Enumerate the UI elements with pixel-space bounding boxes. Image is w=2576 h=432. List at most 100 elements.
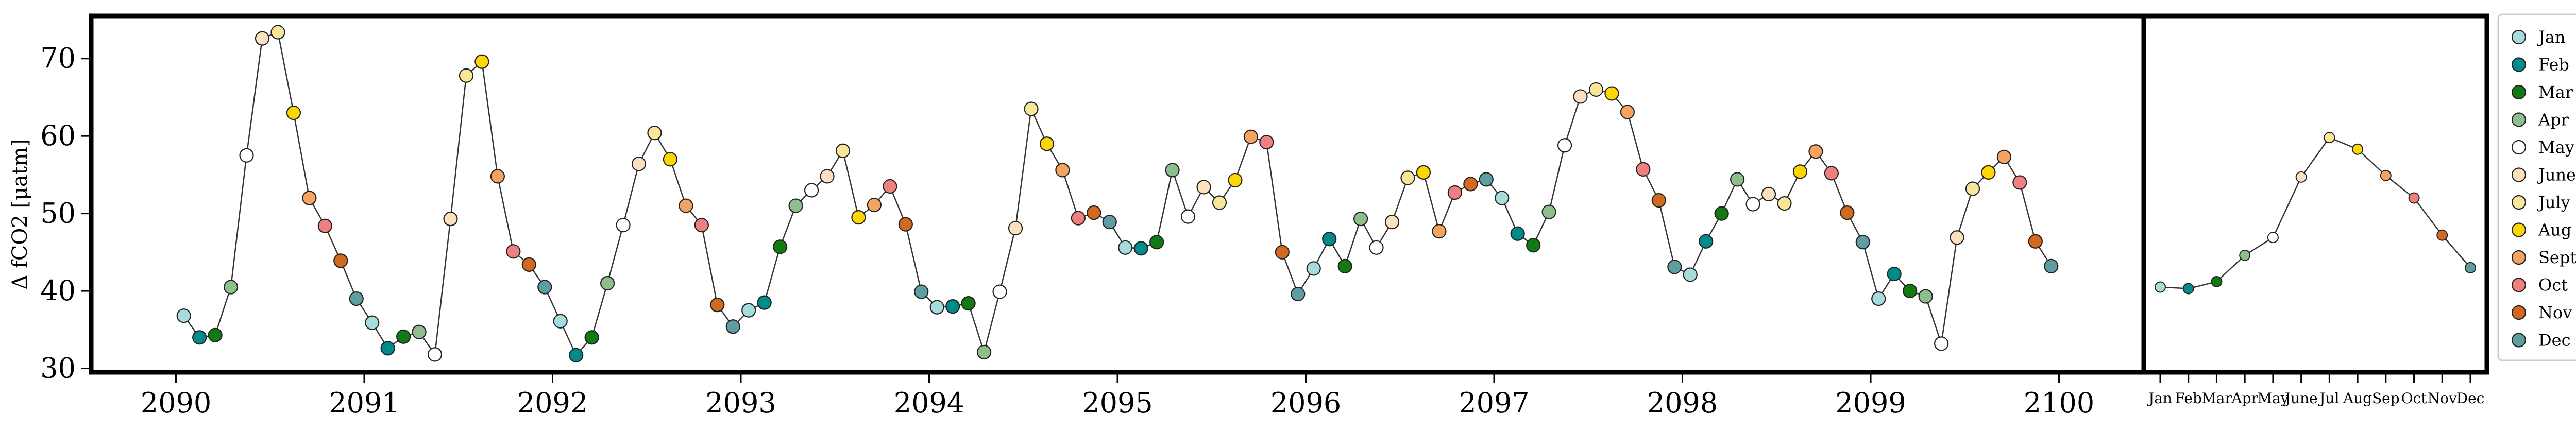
data-point	[1196, 180, 1211, 195]
legend-label-july: July	[2537, 193, 2570, 212]
data-point	[977, 344, 992, 359]
data-point	[883, 179, 897, 194]
y-tick-label-60: 60	[40, 119, 76, 152]
data-point	[1934, 336, 1949, 351]
data-point	[1275, 245, 1290, 260]
legend-marker-sept	[2511, 250, 2527, 265]
data-point	[647, 126, 662, 141]
x-tick-label-2094: 2094	[894, 387, 964, 419]
data-point	[1291, 286, 1306, 302]
data-point	[616, 218, 631, 233]
x-tick-label-2090: 2090	[141, 387, 211, 419]
data-point	[192, 330, 207, 345]
data-point	[1620, 105, 1635, 119]
data-point	[1228, 172, 1243, 188]
data-point	[898, 217, 913, 232]
x-tick-label-2095: 2095	[1082, 387, 1153, 419]
legend-marker-jan	[2511, 29, 2527, 45]
clim-x-tick-label-June: June	[2283, 390, 2318, 407]
legend-box	[2497, 13, 2576, 361]
data-point	[1495, 191, 1510, 205]
data-point	[1651, 193, 1666, 208]
legend-label-mar: Mar	[2538, 82, 2573, 102]
data-point	[1133, 241, 1148, 256]
legend-label-nov: Nov	[2538, 303, 2572, 322]
legend-marker-nov	[2511, 305, 2527, 320]
data-point	[1855, 235, 1870, 250]
data-point	[1369, 240, 1384, 255]
data-point	[412, 324, 427, 339]
data-point	[1965, 181, 1980, 196]
data-point	[757, 295, 772, 310]
legend-label-apr: Apr	[2538, 110, 2569, 130]
data-point	[255, 31, 270, 46]
data-point	[2044, 258, 2059, 274]
data-point	[1573, 89, 1588, 104]
data-point	[1165, 163, 1180, 178]
data-point	[490, 169, 505, 184]
data-point	[1667, 260, 1682, 274]
data-point	[1730, 172, 1745, 187]
data-point	[1699, 234, 1714, 249]
climatology-point	[2182, 283, 2194, 295]
data-point	[945, 299, 960, 314]
data-point	[2012, 175, 2027, 190]
x-tick-label-2097: 2097	[1459, 387, 1529, 419]
data-point	[1039, 136, 1055, 151]
data-point	[1683, 267, 1698, 282]
data-point	[427, 347, 443, 362]
climatology-point	[2380, 169, 2392, 181]
data-point	[710, 298, 725, 313]
climatology-point	[2465, 262, 2476, 273]
main-plot-panel: 2090 2091 2092 2093 2094 2095 2096 2097 2098 2099…	[40, 13, 2151, 419]
climatology-point	[2211, 275, 2223, 287]
data-point	[1322, 232, 1337, 247]
x-tick-label-2099: 2099	[1835, 387, 1906, 419]
legend-label-oct: Oct	[2538, 275, 2568, 295]
data-point	[1950, 230, 1964, 245]
data-point	[1400, 170, 1415, 185]
data-point	[380, 341, 395, 356]
data-point	[679, 198, 693, 213]
climatology-point	[2295, 171, 2307, 183]
data-point	[992, 284, 1007, 299]
data-point	[459, 68, 474, 83]
data-point	[584, 330, 599, 345]
legend-marker-apr	[2511, 112, 2527, 127]
data-point	[773, 239, 788, 254]
clim-x-tick-label-Nov: Nov	[2428, 390, 2457, 407]
legend-label-jan: Jan	[2537, 27, 2566, 47]
climatology-point	[2324, 132, 2335, 144]
y-axis-label: Δ fCO2 [μatm]	[8, 139, 32, 289]
data-point	[1903, 283, 1918, 299]
legend-marker-oct	[2511, 278, 2527, 292]
data-point	[1996, 149, 2012, 164]
clim-x-tick-label-Mar: Mar	[2201, 390, 2232, 407]
data-point	[1118, 240, 1133, 255]
data-point	[804, 183, 819, 198]
data-point	[239, 148, 254, 163]
data-point	[1526, 238, 1541, 253]
legend-marker-june	[2511, 167, 2527, 182]
data-point	[1432, 224, 1447, 239]
data-point	[317, 218, 332, 233]
data-point	[1557, 138, 1572, 153]
clim-x-tick-label-Aug: Aug	[2343, 390, 2372, 407]
data-point	[1024, 101, 1039, 116]
data-point	[1510, 226, 1525, 241]
data-point	[474, 54, 489, 69]
data-point	[1714, 206, 1729, 221]
data-point	[1055, 163, 1070, 178]
data-point	[506, 244, 521, 259]
data-point	[741, 303, 756, 318]
data-point	[349, 291, 364, 306]
x-tick-label-2093: 2093	[705, 387, 776, 419]
data-point	[961, 296, 976, 311]
data-point	[1149, 235, 1164, 250]
data-point	[1259, 135, 1274, 150]
data-point	[1071, 211, 1086, 226]
legend-label-dec: Dec	[2538, 331, 2571, 350]
data-point	[929, 300, 944, 315]
y-tick-label-50: 50	[40, 197, 76, 230]
